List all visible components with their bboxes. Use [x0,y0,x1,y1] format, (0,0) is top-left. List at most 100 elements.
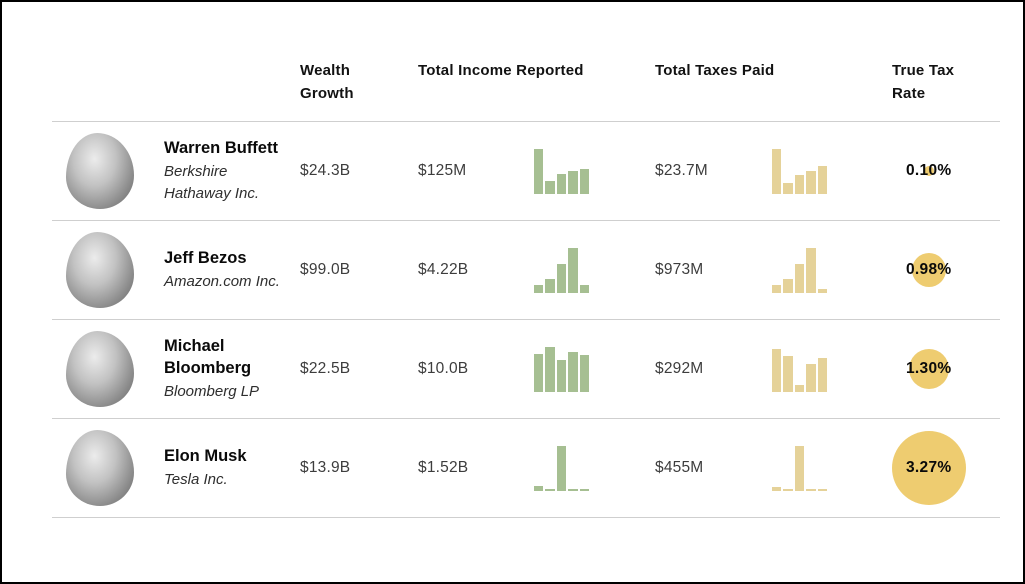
table-row: Warren Buffett Berkshire Hathaway Inc. $… [52,122,1000,221]
true-tax-rate-cell: 3.27% [892,431,1000,505]
header-true-tax-rate: True Tax Rate [892,62,955,102]
sparkline-bar [568,351,578,392]
sparkline-bar [556,263,567,293]
sparkline-bar [545,180,555,194]
sparkline-bar [556,173,567,194]
total-income-value: $10.0B [418,360,469,377]
company-name: Amazon.com Inc. [164,273,280,291]
sparkline-bar [534,353,544,392]
sparkline-bar [806,363,816,392]
person-name: Jeff Bezos [164,248,247,267]
sparkline-bar [568,488,578,491]
total-income-value: $125M [418,162,467,179]
sparkline-bar [772,148,782,194]
true-tax-rate-value: 1.30% [906,360,952,377]
true-tax-rate-value: 0.10% [906,162,952,179]
header-wealth-growth: Wealth Growth [300,62,354,102]
sparkline-bar [568,170,578,194]
sparkline-bar [794,263,805,293]
person-name: Elon Musk [164,446,247,465]
income-sparkline-chart [534,445,590,491]
sparkline-bar [556,359,567,392]
company-name: Berkshire Hathaway Inc. [164,163,260,203]
tax-rate-highlight-circle [924,166,934,176]
sparkline-bar [556,445,567,491]
true-tax-rate-value: 3.27% [906,459,952,476]
wealth-growth-value: $24.3B [300,162,351,179]
sparkline-bar [534,485,544,491]
portrait-photo [66,232,134,308]
sparkline-bar [817,165,828,194]
header-total-income-reported: Total Income Reported [418,62,584,79]
portrait-photo [66,331,134,407]
table-row: Elon Musk Tesla Inc. $13.9B $1.52B $455M… [52,419,1000,518]
sparkline-bar [806,488,816,491]
name-cell: Jeff Bezos Amazon.com Inc. [164,247,282,293]
sparkline-bar [794,445,805,491]
tax-rate-highlight-circle [909,349,949,389]
sparkline-bar [783,355,793,392]
taxes-sparkline-chart [772,247,828,293]
total-taxes-value: $455M [655,459,704,476]
portrait-cell [52,232,164,308]
wealth-growth-value: $22.5B [300,360,351,377]
sparkline-bar [534,148,544,194]
tax-rate-highlight-circle [912,253,946,287]
sparkline-bar [806,247,816,293]
sparkline-bar [783,488,793,491]
name-cell: Warren Buffett Berkshire Hathaway Inc. [164,137,282,205]
tax-rate-table: Wealth Growth Total Income Reported Tota… [52,2,1000,518]
sparkline-bar [545,346,555,392]
true-tax-rate-cell: 1.30% [892,349,1000,389]
sparkline-bar [783,182,793,194]
income-sparkline-chart [534,247,590,293]
wealth-growth-value: $99.0B [300,261,351,278]
portrait-photo [66,430,134,506]
sparkline-bar [534,284,544,293]
sparkline-bar [545,278,555,293]
table-row: Michael Bloomberg Bloomberg LP $22.5B $1… [52,320,1000,419]
sparkline-bar [772,486,782,491]
sparkline-bar [772,284,782,293]
wealth-growth-value: $13.9B [300,459,351,476]
true-tax-rate-value: 0.98% [906,261,952,278]
taxes-sparkline-chart [772,148,828,194]
income-sparkline-chart [534,346,590,392]
income-sparkline-chart [534,148,590,194]
total-income-value: $1.52B [418,459,469,476]
company-name: Bloomberg LP [164,383,260,401]
person-name: Michael Bloomberg [164,336,252,378]
header-total-taxes-paid: Total Taxes Paid [655,62,775,79]
portrait-cell [52,430,164,506]
table-row: Jeff Bezos Amazon.com Inc. $99.0B $4.22B… [52,221,1000,320]
company-name: Tesla Inc. [164,471,228,489]
sparkline-bar [579,354,590,392]
sparkline-bar [806,170,816,194]
sparkline-bar [817,488,828,491]
person-name: Warren Buffett [164,139,278,158]
tax-rate-highlight-circle [892,431,966,505]
sparkline-bar [568,247,578,293]
sparkline-bar [545,488,555,491]
true-tax-rate-cell: 0.98% [892,253,1000,287]
sparkline-bar [579,284,590,293]
total-taxes-value: $23.7M [655,162,708,179]
sparkline-bar [817,288,828,293]
sparkline-bar [794,384,805,392]
sparkline-bar [817,357,828,392]
portrait-cell [52,331,164,407]
portrait-photo [66,133,134,209]
table-body: Warren Buffett Berkshire Hathaway Inc. $… [52,122,1000,518]
name-cell: Elon Musk Tesla Inc. [164,445,282,491]
portrait-cell [52,133,164,209]
sparkline-bar [783,278,793,293]
name-cell: Michael Bloomberg Bloomberg LP [164,335,282,403]
total-taxes-value: $973M [655,261,704,278]
table-header-row: Wealth Growth Total Income Reported Tota… [52,2,1000,122]
sparkline-bar [579,488,590,491]
sparkline-bar [579,168,590,194]
true-tax-rate-cell: 0.10% [892,162,1000,180]
total-taxes-value: $292M [655,360,704,377]
taxes-sparkline-chart [772,347,828,392]
